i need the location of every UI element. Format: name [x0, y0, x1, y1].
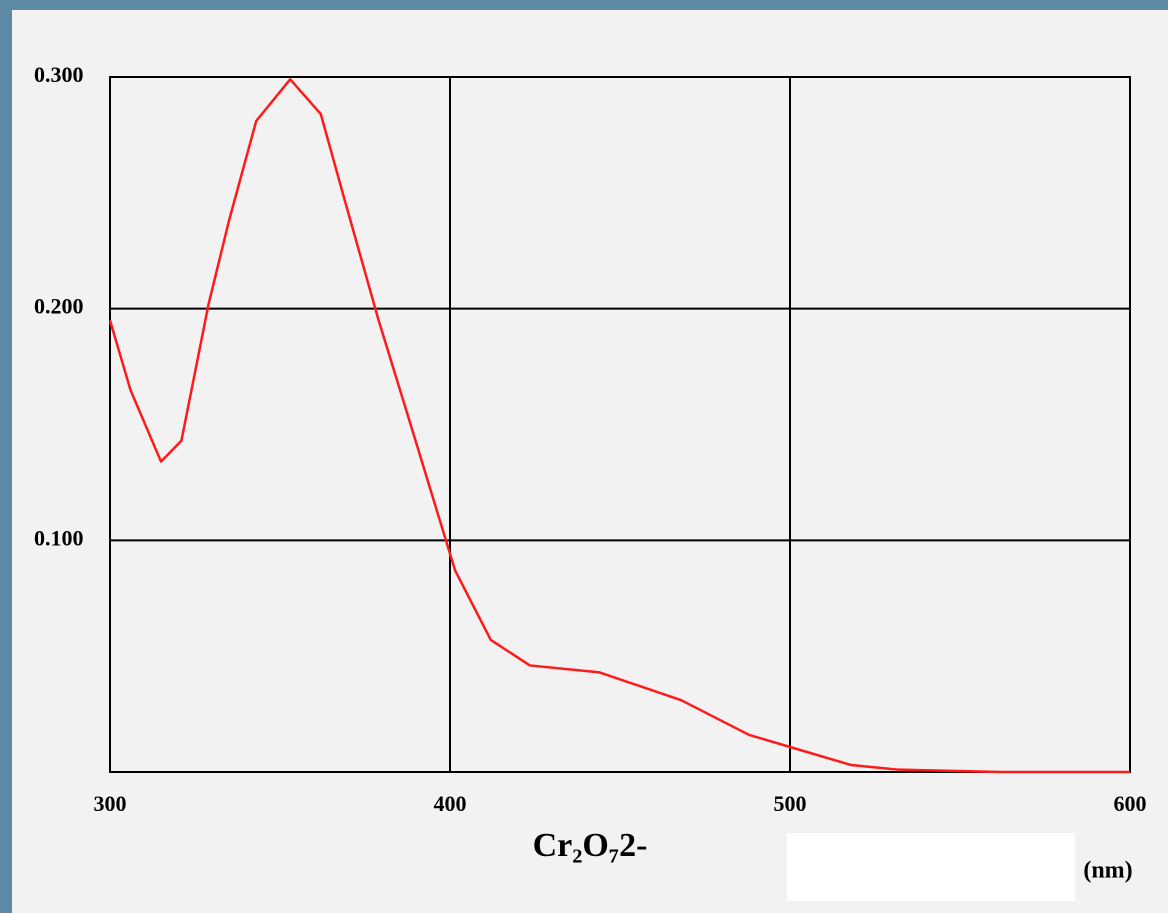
- x-axis-label: Cr₂O₇2-: [533, 827, 648, 864]
- chart-panel: [12, 10, 1168, 913]
- x-tick-label: 500: [774, 791, 807, 816]
- blank-box: [787, 833, 1075, 901]
- spectrum-line: [108, 78, 1130, 774]
- y-tick-label: 0.300: [34, 62, 84, 87]
- x-tick-label: 400: [434, 791, 467, 816]
- y-tick-label: 0.100: [34, 525, 84, 550]
- x-tick-label: 600: [1114, 791, 1147, 816]
- x-unit: (nm): [1083, 858, 1132, 884]
- x-tick-label: 300: [94, 791, 127, 816]
- y-tick-label: 0.200: [34, 294, 84, 319]
